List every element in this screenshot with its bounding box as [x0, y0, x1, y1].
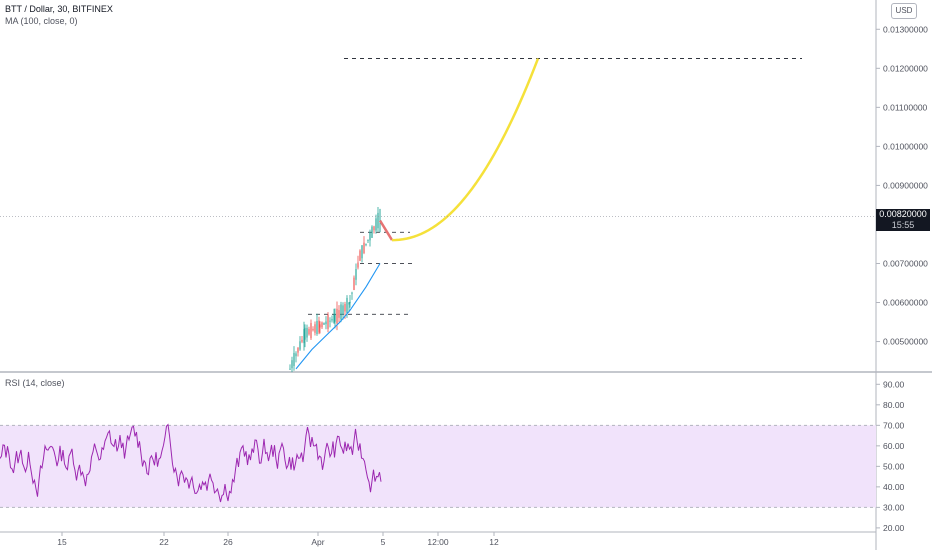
- ma-legend[interactable]: MA (100, close, 0): [5, 16, 78, 26]
- candle-body: [369, 231, 371, 241]
- candle-body: [371, 226, 373, 238]
- rsi-tick-label: 90.00: [883, 379, 905, 389]
- symbol-title[interactable]: BTT / Dollar, 30, BITFINEX: [5, 4, 113, 14]
- time-tick-label: 22: [159, 537, 169, 547]
- candle-body: [327, 314, 329, 329]
- rsi-axis[interactable]: 90.00 80.00 70.00 60.00 50.00 40.00 30.00 20.00: [876, 379, 905, 533]
- candle-body: [377, 212, 379, 229]
- candle-body: [349, 301, 351, 304]
- candle-body: [289, 368, 291, 370]
- candle-body: [295, 353, 297, 357]
- candle-body: [303, 329, 305, 344]
- candle-body: [316, 320, 318, 335]
- drop-projection-line[interactable]: [378, 219, 394, 241]
- candle-body: [301, 339, 303, 342]
- candle-body: [346, 297, 348, 314]
- candle-body: [359, 250, 361, 261]
- candle-body: [357, 262, 359, 268]
- parabolic-projection-line[interactable]: [391, 58, 540, 242]
- candles: [289, 206, 381, 373]
- candle-body: [340, 304, 342, 320]
- candle-body: [353, 277, 355, 290]
- candle-body: [291, 360, 293, 369]
- candle-body: [306, 327, 308, 338]
- time-tick-label: 12: [489, 537, 499, 547]
- candle-body: [329, 320, 331, 322]
- candle-body: [375, 218, 377, 231]
- candle-body: [312, 328, 314, 331]
- price-tick-label: 0.00500000: [883, 337, 928, 347]
- last-price-label: 0.00820000 15:55: [876, 209, 930, 231]
- time-tick-label: 5: [381, 537, 386, 547]
- currency-button[interactable]: USD: [891, 3, 917, 19]
- price-tick-label: 0.00600000: [883, 298, 928, 308]
- time-tick-label: 12:00: [427, 537, 449, 547]
- rsi-tick-label: 50.00: [883, 461, 905, 471]
- candle-body: [336, 308, 338, 324]
- candle-body: [318, 320, 320, 333]
- candle-body: [342, 305, 344, 315]
- price-tick-label: 0.00700000: [883, 258, 928, 268]
- candle-body: [367, 239, 369, 241]
- candle-body: [325, 321, 327, 325]
- rsi-legend[interactable]: RSI (14, close): [5, 378, 65, 388]
- candle-body: [304, 327, 306, 340]
- price-tick-label: 0.01100000: [883, 102, 928, 112]
- price-tick-label: 0.01300000: [883, 24, 928, 34]
- candle-body: [333, 314, 335, 323]
- candle-body: [299, 341, 301, 350]
- time-tick-label: 26: [223, 537, 233, 547]
- candle-body: [363, 242, 365, 254]
- candle-body: [355, 269, 357, 280]
- price-tick-label: 0.01200000: [883, 63, 928, 73]
- price-tick-label: 0.00900000: [883, 180, 928, 190]
- candle-body: [314, 324, 316, 333]
- price-tick-label: 0.01000000: [883, 141, 928, 151]
- time-axis[interactable]: 15 22 26 Apr 5 12:00 12: [57, 532, 499, 547]
- rsi-line: [0, 423, 382, 503]
- price-axis[interactable]: 0.01300000 0.01200000 0.01100000 0.01000000…: [876, 24, 928, 347]
- candle-body: [351, 292, 353, 294]
- candle-body: [319, 324, 321, 328]
- candle-body: [365, 243, 367, 245]
- bar-countdown: 15:55: [891, 220, 915, 230]
- rsi-tick-label: 40.00: [883, 482, 905, 492]
- candle-body: [297, 347, 299, 353]
- rsi-tick-label: 80.00: [883, 400, 905, 410]
- candle-body: [321, 322, 323, 328]
- candle-body: [293, 352, 295, 367]
- candle-body: [338, 310, 340, 318]
- horizontal-levels: [308, 58, 802, 315]
- candle-body: [310, 323, 312, 339]
- rsi-tick-label: 20.00: [883, 523, 905, 533]
- rsi-tick-label: 70.00: [883, 420, 905, 430]
- candle-body: [348, 302, 350, 305]
- rsi-band: [0, 425, 876, 508]
- last-price-value: 0.00820000: [879, 209, 927, 219]
- candle-body: [323, 323, 325, 325]
- candle-body: [308, 328, 310, 335]
- candle-body: [331, 318, 333, 321]
- candle-body: [344, 304, 346, 312]
- candle-body: [361, 245, 363, 259]
- rsi-tick-label: 30.00: [883, 502, 905, 512]
- candle-body: [373, 226, 375, 231]
- ma-line: [295, 263, 381, 370]
- time-tick-label: Apr: [311, 537, 324, 547]
- rsi-tick-label: 60.00: [883, 441, 905, 451]
- candle-body: [334, 314, 336, 322]
- time-tick-label: 15: [57, 537, 67, 547]
